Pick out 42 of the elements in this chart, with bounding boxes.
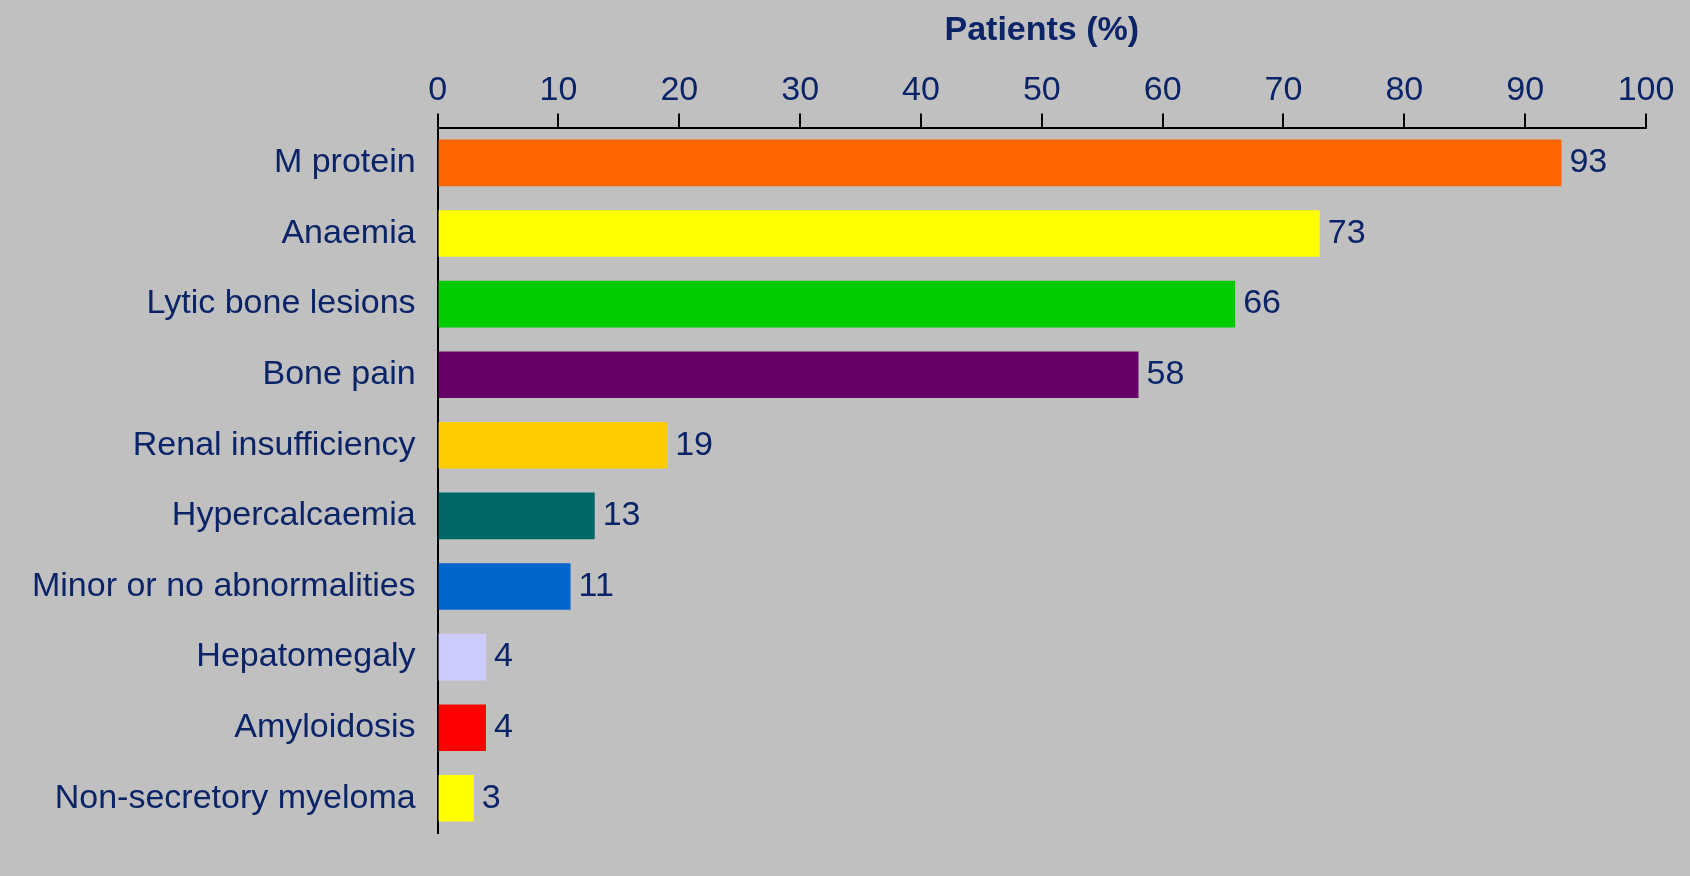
bar: [438, 492, 595, 540]
y-tick-label: Hepatomegaly: [196, 635, 416, 674]
data-label: 19: [675, 423, 714, 462]
x-tick-label: 80: [1385, 68, 1424, 107]
y-tick-label: Hypercalcaemia: [171, 494, 416, 533]
x-tick-label: 70: [1264, 68, 1303, 107]
bar: [438, 633, 486, 681]
y-tick-label: Amyloidosis: [234, 706, 416, 745]
data-label: 4: [493, 635, 513, 674]
y-tick-label: Minor or no abnormalities: [31, 564, 416, 603]
y-tick-label: Renal insufficiency: [132, 423, 416, 462]
y-tick-label: Lytic bone lesions: [146, 282, 416, 321]
data-label: 11: [578, 564, 614, 603]
data-label: 93: [1569, 141, 1608, 180]
data-label: 4: [493, 706, 513, 745]
y-tick-label: M protein: [273, 141, 416, 180]
x-tick-label: 90: [1506, 68, 1545, 107]
y-tick-label: Anaemia: [281, 211, 416, 250]
bar: [438, 351, 1139, 398]
bar: [438, 280, 1236, 328]
bar: [438, 775, 474, 822]
x-tick-label: 60: [1143, 68, 1182, 107]
data-label: 3: [481, 776, 501, 815]
bar: [438, 422, 668, 469]
x-tick-label: 100: [1617, 68, 1675, 107]
x-tick-label: 30: [781, 68, 820, 107]
x-tick-label: 50: [1022, 68, 1061, 107]
x-tick-label: 0: [428, 68, 448, 107]
bar: [438, 210, 1320, 257]
y-tick-label: Non-secretory myeloma: [54, 776, 416, 815]
x-tick-label: 40: [902, 68, 940, 107]
data-label: 66: [1243, 282, 1281, 321]
bar: [438, 704, 486, 751]
data-label: 58: [1146, 353, 1185, 392]
bar: [438, 139, 1562, 187]
x-tick-label: 20: [660, 68, 699, 107]
bar: [438, 563, 571, 610]
x-axis-title: Patients (%): [944, 8, 1140, 47]
data-label: 73: [1327, 211, 1366, 250]
data-label: 13: [602, 494, 641, 533]
y-tick-label: Bone pain: [262, 353, 416, 392]
x-tick-label: 10: [539, 68, 578, 107]
